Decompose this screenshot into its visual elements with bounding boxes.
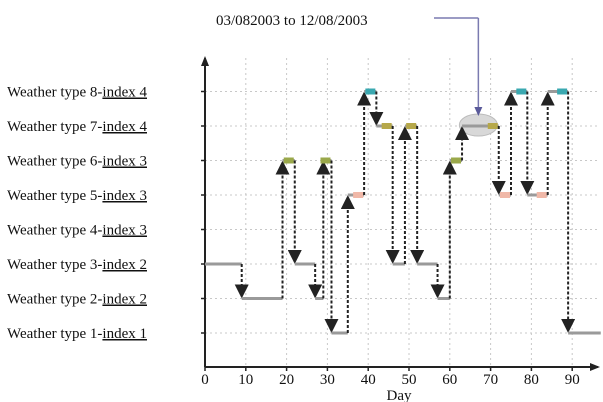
state-marker [353,192,364,198]
y-tick-label-type: Weather type 5- [7,188,102,204]
y-tick-label-type: Weather type 6- [7,154,102,170]
x-tick-label: 10 [238,372,253,388]
state-marker [451,157,462,164]
y-tick-label-index: index 2 [102,257,147,273]
y-tick-label-index: index 4 [102,119,147,135]
y-tick-label: Weather type 1-index 1 [7,326,147,342]
y-tick-label: Weather type 4-index 3 [7,223,147,239]
series-layer [205,88,601,335]
x-tick-label: 90 [565,372,580,388]
x-tick-label: 20 [279,372,294,388]
y-tick-label: Weather type 7-index 4 [7,119,147,135]
state-marker [365,88,376,95]
state-marker [536,192,547,198]
annotation-arrowhead [474,107,483,116]
x-tick-label: 80 [524,372,539,388]
state-marker [487,123,498,129]
x-tick-label: 0 [201,372,209,388]
y-tick-label-type: Weather type 1- [7,326,102,342]
y-tick-label-type: Weather type 4- [7,223,102,239]
y-tick-label-index: index 2 [102,292,147,308]
y-tick-label: Weather type 5-index 3 [7,188,147,204]
state-marker [557,88,568,95]
y-tick-label: Weather type 3-index 2 [7,257,147,273]
y-tick-label-index: index 3 [102,223,147,239]
y-tick-label-type: Weather type 8- [7,85,102,101]
y-tick-label-index: index 1 [102,326,147,342]
x-tick-label: 40 [361,372,376,388]
x-axis-arrow [590,363,600,371]
state-marker [320,157,331,164]
y-tick-label-index: index 4 [102,85,147,101]
x-axis-title: Day [387,388,412,402]
y-axis-arrow [201,56,209,66]
x-tick-label: 70 [483,372,498,388]
axes [201,56,600,371]
x-tick-label: 50 [402,372,417,388]
y-tick-label-index: index 3 [102,188,147,204]
state-marker [500,192,510,198]
state-marker [516,88,527,95]
grid-layer [205,58,600,367]
y-tick-label: Weather type 8-index 4 [7,85,147,101]
y-tick-label-type: Weather type 3- [7,257,102,273]
y-tick-label: Weather type 6-index 3 [7,154,147,170]
y-tick-label-type: Weather type 2- [7,292,102,308]
y-tick-label-type: Weather type 7- [7,119,102,135]
state-marker [381,123,392,129]
x-tick-label: 30 [320,372,335,388]
state-marker [283,157,294,164]
x-tick-label: 60 [442,372,457,388]
y-tick-label: Weather type 2-index 2 [7,292,147,308]
y-tick-label-index: index 3 [102,154,147,170]
date-range-annotation: 03/082003 to 12/08/2003 [216,13,368,29]
state-marker [406,123,417,129]
